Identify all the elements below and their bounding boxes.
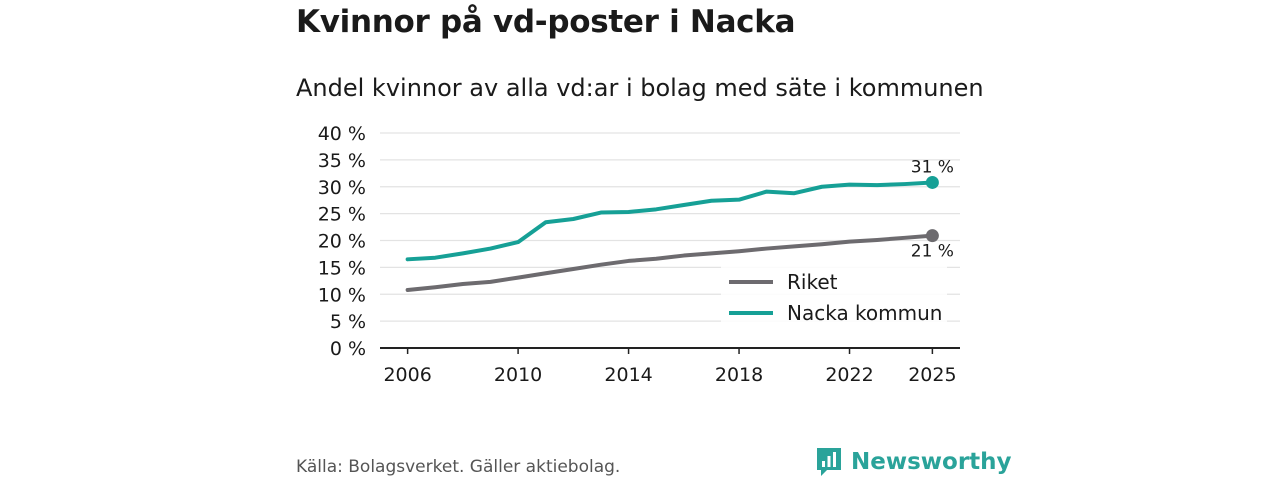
series-end-point-0	[925, 229, 939, 243]
y-tick-label: 25 %	[318, 204, 366, 226]
series-line-1	[405, 180, 935, 262]
x-tick-label: 2022	[825, 364, 873, 386]
y-tick-label: 35 %	[318, 150, 366, 172]
legend-label-1: Nacka kommun	[787, 301, 942, 325]
end-value-label-1: 31 %	[911, 157, 954, 177]
brand-logo: Newsworthy	[815, 446, 1012, 478]
y-tick-label: 20 %	[318, 231, 366, 253]
x-tick-label: 2014	[604, 364, 652, 386]
x-tick-label: 2006	[383, 364, 431, 386]
y-tick-label: 5 %	[330, 311, 366, 333]
x-tick-label: 2025	[908, 364, 956, 386]
brand-name: Newsworthy	[851, 449, 1012, 475]
end-value-label-0: 21 %	[911, 242, 954, 262]
chart-title: Kvinnor på vd-poster i Nacka	[296, 4, 796, 40]
chart-subtitle: Andel kvinnor av alla vd:ar i bolag med …	[296, 74, 984, 102]
newsworthy-icon	[817, 448, 841, 476]
y-tick-label: 15 %	[318, 257, 366, 279]
y-tick-label: 40 %	[318, 123, 366, 145]
series-end-point-1	[925, 175, 939, 189]
y-tick-label: 10 %	[318, 284, 366, 306]
source-note: Källa: Bolagsverket. Gäller aktiebolag.	[296, 457, 621, 477]
y-tick-label: 0 %	[330, 338, 366, 360]
y-tick-label: 30 %	[318, 177, 366, 199]
x-tick-label: 2018	[715, 364, 763, 386]
series-line-0	[405, 233, 935, 292]
legend-label-0: Riket	[787, 270, 838, 294]
x-tick-label: 2010	[494, 364, 542, 386]
